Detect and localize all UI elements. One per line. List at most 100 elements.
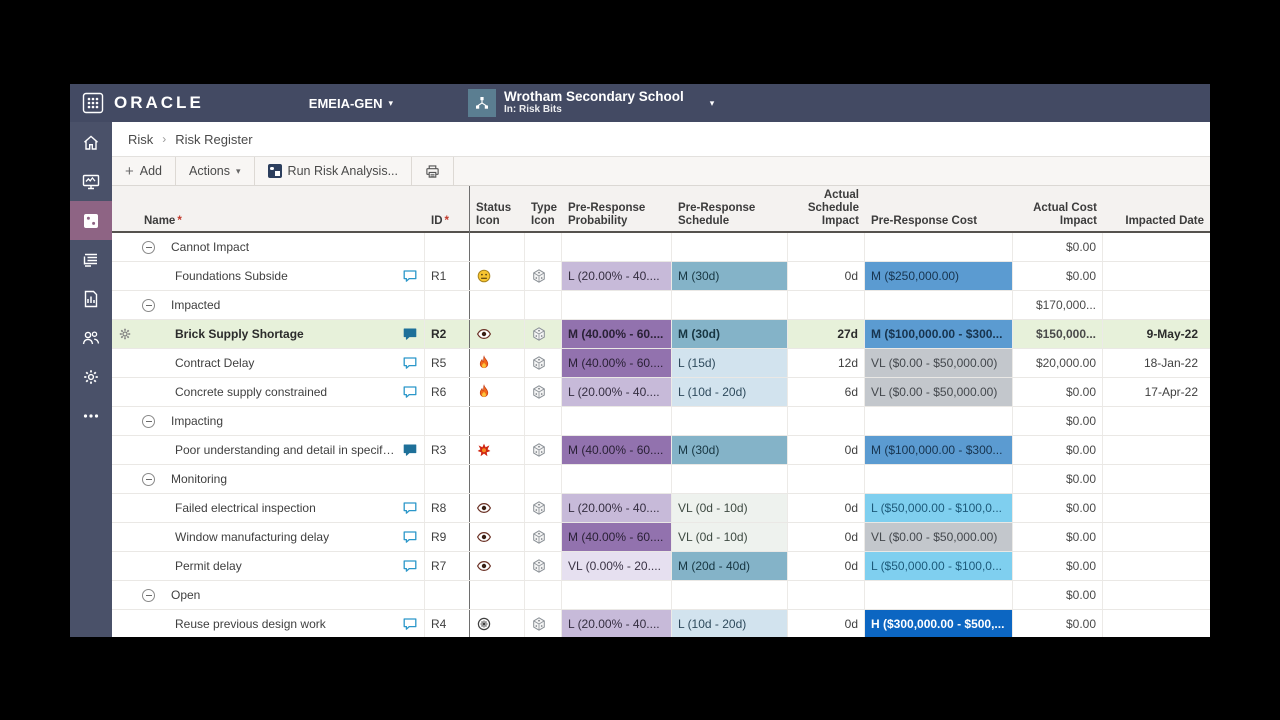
group-row[interactable]: Impacted $170,000... [112,291,1210,320]
status-icon-cell[interactable] [470,494,525,522]
run-risk-analysis-button[interactable]: Run Risk Analysis... [255,157,413,185]
column-header-type-icon[interactable]: Type Icon [531,202,557,228]
probability-cell[interactable]: M (40.00% - 60.... [562,349,672,377]
sidebar-item-settings[interactable] [70,357,112,396]
sidebar-item-more[interactable] [70,396,112,435]
group-row[interactable]: Impacting $0.00 [112,407,1210,436]
burst-icon[interactable] [476,442,492,458]
risk-row[interactable]: Permit delay R7 VL (0.00% - 20.... M (20d -… [112,552,1210,581]
probability-cell[interactable]: L (20.00% - 40.... [562,262,672,290]
cost-impact-cell[interactable]: $0.00 [1013,494,1103,522]
type-icon-cell[interactable] [525,378,562,406]
schedule-cell[interactable]: M (30d) [672,436,788,464]
comment-outline-icon[interactable] [402,616,418,632]
cost-impact-cell[interactable]: $20,000.00 [1013,349,1103,377]
type-icon-cell[interactable] [525,320,562,348]
comment-outline-icon[interactable] [402,355,418,371]
comment-outline-icon[interactable] [402,384,418,400]
dice-icon[interactable] [531,268,547,284]
impacted-date-cell[interactable]: 18-Jan-22 [1143,356,1198,370]
probability-cell[interactable]: M (40.00% - 60.... [562,523,672,551]
type-icon-cell[interactable] [525,523,562,551]
risk-row[interactable]: Failed electrical inspection R8 L (20.00% … [112,494,1210,523]
impacted-date-cell[interactable]: 17-Apr-22 [1144,385,1198,399]
flame-icon[interactable] [476,355,492,371]
comment-outline-icon[interactable] [402,558,418,574]
schedule-cell[interactable]: L (15d) [672,349,788,377]
risk-id-cell[interactable]: R9 [425,523,470,551]
collapse-icon[interactable] [142,298,155,312]
risk-name-cell[interactable]: Permit delay [138,552,425,580]
risk-name-cell[interactable]: Failed electrical inspection [138,494,425,522]
risk-id-cell[interactable]: R5 [425,349,470,377]
cost-impact-cell[interactable]: $0.00 [1013,610,1103,637]
comment-outline-icon[interactable] [402,268,418,284]
risk-id-cell[interactable]: R2 [425,320,470,348]
risk-name-cell[interactable]: Reuse previous design work [138,610,425,637]
risk-id-cell[interactable]: R6 [425,378,470,406]
group-row[interactable]: Cannot Impact $0.00 [112,233,1210,262]
comment-outline-icon[interactable] [402,529,418,545]
schedule-impact-cell[interactable]: 12d [788,349,865,377]
column-header-id[interactable]: ID * [425,186,470,233]
probability-cell[interactable]: L (20.00% - 40.... [562,494,672,522]
dice-icon[interactable] [531,442,547,458]
risk-name-cell[interactable]: Brick Supply Shortage [138,320,425,348]
column-header-pre-response-schedule[interactable]: Pre-Response Schedule [678,202,756,228]
cost-cell[interactable]: VL ($0.00 - $50,000.00) [865,349,1013,377]
group-row[interactable]: Monitoring $0.00 [112,465,1210,494]
risk-name-cell[interactable]: Contract Delay [138,349,425,377]
impacted-date-cell[interactable]: 9-May-22 [1146,327,1198,341]
column-header-actual-schedule-impact[interactable]: Actual Schedule Impact [807,189,859,228]
comment-filled-icon[interactable] [402,326,418,342]
workspace-switcher[interactable]: EMEIA-GEN ▾ [309,96,393,111]
risk-row[interactable]: Brick Supply Shortage R2 M (40.00% - 60...… [112,320,1210,349]
actions-button[interactable]: Actions ▾ [176,157,255,185]
type-icon-cell[interactable] [525,349,562,377]
schedule-impact-cell[interactable]: 0d [788,494,865,522]
impacted-date-cell[interactable] [1103,436,1210,464]
schedule-impact-cell[interactable]: 6d [788,378,865,406]
schedule-impact-cell[interactable]: 0d [788,610,865,637]
dice-icon[interactable] [531,500,547,516]
column-header-status-icon[interactable]: Status Icon [476,202,512,228]
sidebar-item-home[interactable] [70,123,112,162]
risk-row[interactable]: Foundations Subside R1 L (20.00% - 40.... M… [112,262,1210,291]
dice-icon[interactable] [531,326,547,342]
dice-icon[interactable] [531,616,547,632]
risk-row[interactable]: Reuse previous design work R4 L (20.00% - … [112,610,1210,637]
comment-filled-icon[interactable] [402,442,418,458]
status-icon-cell[interactable] [470,320,525,348]
risk-row[interactable]: Concrete supply constrained R6 L (20.00% -… [112,378,1210,407]
eye-icon[interactable] [476,326,492,342]
collapse-icon[interactable] [142,414,155,428]
probability-cell[interactable]: L (20.00% - 40.... [562,378,672,406]
schedule-cell[interactable]: VL (0d - 10d) [672,523,788,551]
status-icon-cell[interactable] [470,349,525,377]
type-icon-cell[interactable] [525,552,562,580]
risk-name-cell[interactable]: Window manufacturing delay [138,523,425,551]
comment-outline-icon[interactable] [402,500,418,516]
impacted-date-cell[interactable] [1103,262,1210,290]
dice-icon[interactable] [531,529,547,545]
cost-cell[interactable]: H ($300,000.00 - $500,... [865,610,1013,637]
row-gutter[interactable] [112,320,138,348]
schedule-cell[interactable]: VL (0d - 10d) [672,494,788,522]
impacted-date-cell[interactable] [1103,494,1210,522]
eye-icon[interactable] [476,558,492,574]
cost-impact-cell[interactable]: $0.00 [1013,378,1103,406]
probability-cell[interactable]: VL (0.00% - 20.... [562,552,672,580]
group-row[interactable]: Open $0.00 [112,581,1210,610]
impacted-date-cell[interactable] [1103,552,1210,580]
schedule-impact-cell[interactable]: 0d [788,552,865,580]
cost-cell[interactable]: M ($100,000.00 - $300... [865,436,1013,464]
collapse-icon[interactable] [142,588,155,602]
sidebar-item-team[interactable] [70,318,112,357]
breadcrumb-section[interactable]: Risk [128,131,154,147]
collapse-icon[interactable] [142,472,155,486]
add-button[interactable]: + Add [112,157,177,185]
type-icon-cell[interactable] [525,436,562,464]
face-neutral-icon[interactable] [476,268,492,284]
column-header-actual-cost-impact[interactable]: Actual Cost Impact [1033,202,1097,228]
cost-cell[interactable]: VL ($0.00 - $50,000.00) [865,378,1013,406]
